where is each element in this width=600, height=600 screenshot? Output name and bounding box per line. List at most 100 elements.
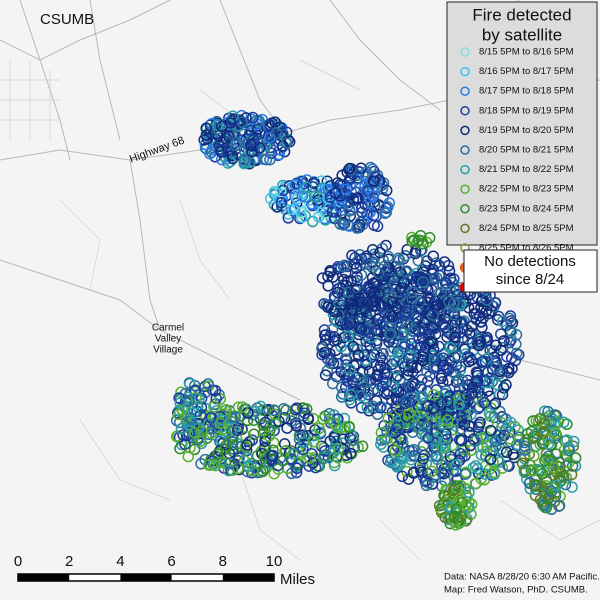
legend-label: 8/20 5PM to 8/21 5PM [479,145,574,156]
legend-symbol [460,184,470,194]
fire-detection [332,261,344,273]
fire-detection [210,392,222,405]
legend-box [446,1,598,246]
fire-detection [442,307,455,319]
fire-detection [465,444,477,457]
fire-detection [330,419,342,431]
fire-detection [290,177,303,190]
fire-detection [236,401,249,413]
legend-label: 8/21 5PM to 8/22 5PM [479,164,574,175]
fire-detection [421,365,433,378]
fire-detection [437,352,449,364]
fire-detection [444,272,457,284]
fire-detection [405,450,417,462]
fire-detection [295,211,308,224]
fire-detection [467,433,480,445]
fire-detection [322,270,334,283]
fire-detection [219,443,232,455]
legend-label: 8/19 5PM to 8/20 5PM [479,125,574,136]
fire-detection [291,462,303,475]
fire-detection [356,440,369,453]
fire-detection [426,465,438,478]
fire-detection [242,460,255,473]
fire-detection [471,463,484,475]
fire-detection [297,429,309,441]
fire-detection [448,297,460,310]
fire-detection [238,153,250,166]
fire-detection [447,484,459,497]
fire-detection [174,393,187,405]
fire-detection [350,283,363,295]
fire-detection [195,401,208,413]
fire-detection [550,427,562,440]
fire-detection [501,350,513,363]
fire-detection [389,457,401,469]
fire-detection [392,386,405,399]
fire-detection [416,391,429,403]
fire-detection [417,350,429,363]
fire-detection [317,413,329,425]
fire-detection [348,441,360,453]
fire-detection [453,398,465,410]
fire-detection [565,468,578,481]
fire-detection [496,315,509,328]
fire-detection [266,450,279,462]
fire-detection [394,266,407,278]
fire-detection [355,402,368,414]
fire-detection [356,206,368,219]
fire-detection [401,243,413,256]
legend-symbol [460,223,470,234]
fire-detection [337,388,349,400]
fire-detection [328,331,340,343]
fire-detection [466,337,479,349]
fire-detection [557,416,570,429]
fire-detection [329,187,342,199]
credit-line: Map: Fred Watson, PhD. CSUMB. [444,585,588,596]
fire-detection [297,402,310,415]
fire-detection [512,434,525,446]
fire-detection [394,456,407,468]
fire-detection [412,302,425,314]
fire-detection [367,209,380,222]
fire-detection [436,459,448,471]
fire-detection [504,416,517,429]
fire-detection [319,369,332,381]
fire-detection [352,349,364,361]
fire-detection [174,397,187,409]
fire-detection [389,427,401,439]
fire-detection [474,416,486,429]
fire-detection [352,193,365,205]
fire-detection [489,361,502,374]
fire-detection [489,397,502,410]
fire-detection [362,385,374,397]
fire-detection [278,438,291,450]
fire-detection [176,404,189,416]
fire-detection [333,201,346,213]
fire-detection [468,302,481,314]
fire-detection [344,447,357,460]
fire-detection [455,316,468,328]
fire-detection [264,424,276,437]
fire-detection [476,321,488,334]
fire-detection [258,450,271,462]
fire-detection [304,452,316,465]
fire-detection [251,123,264,135]
fire-detection [305,198,318,211]
fire-detection [444,341,456,354]
fire-detection [202,378,214,390]
fire-detection [337,260,350,273]
fire-detection [337,219,350,231]
fire-detection [375,427,388,439]
fire-detection [351,192,364,204]
legend-symbol [460,125,470,136]
fire-detection [407,467,420,479]
fire-detection [372,267,385,280]
scale-segment [18,574,70,581]
fire-detection [405,453,417,466]
fire-detection [437,359,450,372]
fire-detection [435,372,447,385]
fire-detection [390,356,403,368]
fire-detection [359,303,371,315]
